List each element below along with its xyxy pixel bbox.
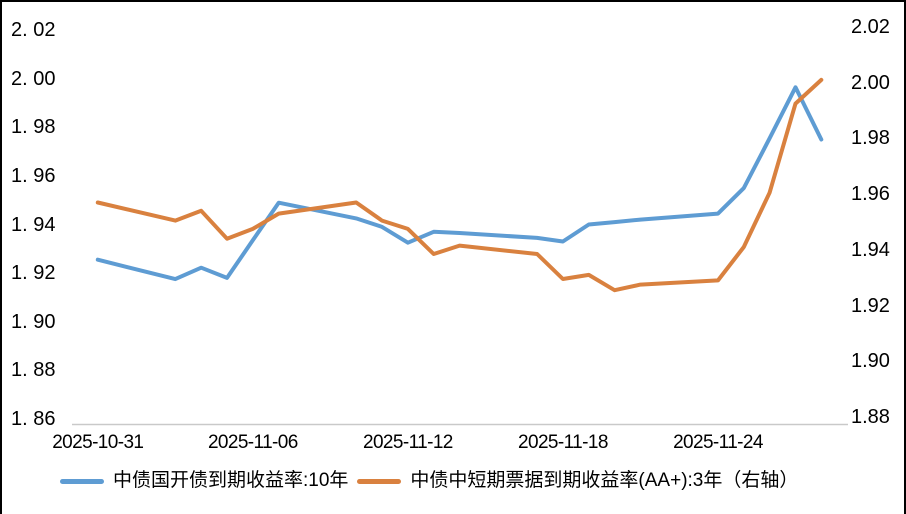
left-axis-tick-label: 1. 86 [11,407,56,430]
right-axis-tick-label: 1.98 [851,127,890,150]
right-axis-tick-label: 1.92 [851,294,890,317]
series-1-legend-label: 中债国开债到期收益率:10年 [113,470,349,491]
left-axis-tick-label: 1. 90 [11,310,56,333]
right-axis-tick-label: 2.02 [851,16,890,38]
x-axis-tick-label: 2025-11-06 [207,432,298,453]
right-axis-tick-label: 1.94 [851,238,890,261]
series-2-line-swatch [357,478,402,484]
x-axis-tick-label: 2025-11-12 [362,432,453,453]
left-axis-tick-label: 1. 92 [11,262,56,285]
series-2-line [95,77,824,293]
left-axis-tick-label: 2. 00 [11,67,56,90]
left-axis-tick-label: 1. 98 [11,116,56,139]
right-axis-tick-label: 2.00 [851,71,890,94]
x-axis-tick-label: 2025-11-18 [518,432,608,453]
series-2-legend-label: 中债中短期票据到期收益率(AA+):3年（右轴） [410,470,799,491]
x-axis-tick-label: 2025-10-31 [52,432,144,453]
right-axis-tick-label: 1.90 [851,350,890,373]
right-axis-tick-label: 1.88 [851,405,890,428]
left-axis-tick-label: 1. 96 [11,164,56,187]
left-axis-tick-label: 2. 02 [11,19,56,42]
legend: 中债国开债到期收益率:10年 中债中短期票据到期收益率(AA+):3年（右轴） [60,470,798,493]
x-axis-tick-label: 2025-11-24 [673,432,763,453]
left-axis-tick-label: 1. 88 [11,359,56,382]
series-1-line-swatch [60,478,104,484]
series-1-line [95,85,824,282]
left-axis-tick-label: 1. 94 [11,213,56,236]
right-axis-tick-label: 1.96 [851,183,890,206]
